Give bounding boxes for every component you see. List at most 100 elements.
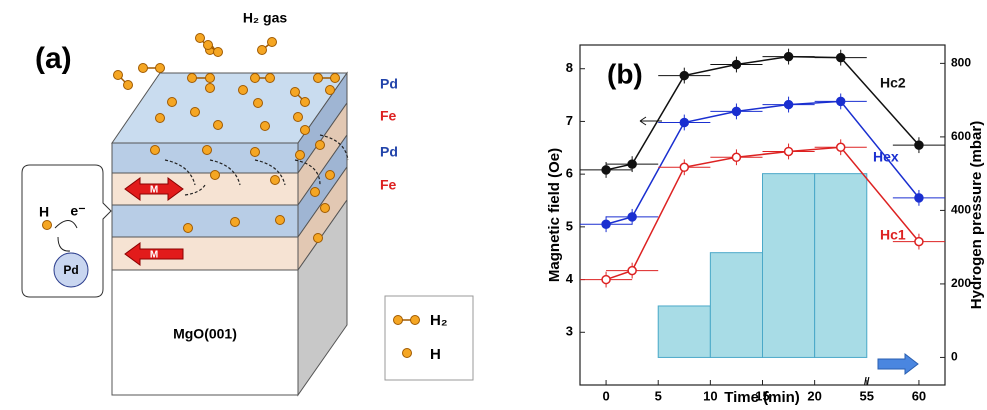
y2-tick-label: 200 [951, 276, 971, 290]
h-atom [239, 86, 248, 95]
layer-label: Pd [380, 144, 398, 160]
h-atom [291, 88, 300, 97]
data-point [680, 163, 688, 171]
y2-tick-label: 0 [951, 350, 958, 364]
h-atom [151, 146, 160, 155]
h-atom [43, 221, 52, 230]
axis-break: // [864, 377, 870, 388]
data-point [785, 101, 793, 109]
h-atom [214, 48, 223, 57]
y2-tick-label: 600 [951, 129, 971, 143]
y-axis-label: Magnetic field (Oe) [546, 148, 563, 282]
h-atom [251, 148, 260, 157]
data-point [785, 53, 793, 61]
figure: (a) H₂ gas MgO(001) M M H e⁻ Pd H₂ H Pd … [0, 0, 987, 405]
h-atom [211, 171, 220, 180]
h-atom [326, 171, 335, 180]
pressure-bar [815, 174, 867, 358]
x-tick-label: 55 [860, 388, 874, 403]
h-atom [188, 74, 197, 83]
h-atom [311, 188, 320, 197]
layer-label: Fe [380, 177, 397, 193]
h-atom [204, 41, 213, 50]
data-point [602, 220, 610, 228]
h-atom [296, 151, 305, 160]
inset-atom: H [39, 204, 49, 220]
h-atom [266, 74, 275, 83]
inset-metal: Pd [63, 263, 78, 277]
y-tick-label: 5 [566, 218, 573, 233]
axis-arrow-right [878, 354, 918, 374]
x-tick-label: 10 [703, 388, 717, 403]
h-atom [314, 234, 323, 243]
h-atom [301, 98, 310, 107]
panel-label: (a) [35, 42, 72, 75]
y-tick-label: 8 [566, 60, 573, 75]
data-point [680, 118, 688, 126]
h-atom [168, 98, 177, 107]
magnet-label: M [150, 250, 158, 261]
h-atom [254, 99, 263, 108]
data-point [628, 213, 636, 221]
h-atom [196, 34, 205, 43]
legend-label: H₂ [430, 312, 448, 329]
data-point [680, 72, 688, 80]
data-point [915, 238, 923, 246]
chart-title: (b) [607, 58, 643, 89]
data-point [628, 267, 636, 275]
h-atom [331, 74, 340, 83]
h-atom [321, 204, 330, 213]
series-label: Hc2 [880, 75, 906, 91]
h-atom [271, 176, 280, 185]
layer-label: Pd [380, 76, 398, 92]
h-atom [251, 74, 260, 83]
data-point [837, 97, 845, 105]
h-atom [258, 46, 267, 55]
inset-electron: e⁻ [70, 203, 85, 219]
data-point [732, 107, 740, 115]
h-atom [184, 224, 193, 233]
data-point [602, 276, 610, 284]
data-point [915, 141, 923, 149]
h-atom [206, 84, 215, 93]
h-atom [276, 216, 285, 225]
series-label: Hc1 [880, 227, 906, 243]
layer-label: Fe [380, 108, 397, 124]
y-tick-label: 7 [566, 113, 573, 128]
y-tick-label: 4 [566, 271, 574, 286]
h-atom [294, 113, 303, 122]
h-atom [114, 71, 123, 80]
x-tick-label: 60 [912, 388, 926, 403]
h-atom [301, 126, 310, 135]
h-atom [316, 141, 325, 150]
data-point [732, 61, 740, 69]
data-point [602, 166, 610, 174]
series-line [606, 57, 919, 170]
data-point [837, 143, 845, 151]
data-point [837, 54, 845, 62]
magnet-label: M [150, 185, 158, 196]
h-atom [156, 64, 165, 73]
y-tick-label: 6 [566, 166, 573, 181]
y2-tick-label: 800 [951, 56, 971, 70]
h-atom [124, 81, 133, 90]
h-atom [411, 316, 420, 325]
pressure-bar [710, 253, 762, 358]
gas-label: H₂ gas [243, 10, 288, 26]
h-atom [403, 349, 412, 358]
x-tick-label: 20 [807, 388, 821, 403]
data-point [915, 194, 923, 202]
legend-box [385, 296, 473, 380]
y2-tick-label: 400 [951, 203, 971, 217]
substrate-label: MgO(001) [173, 326, 237, 342]
h-atom [326, 86, 335, 95]
pressure-bar [763, 174, 815, 358]
h-atom [191, 108, 200, 117]
h-atom [206, 74, 215, 83]
data-point [732, 153, 740, 161]
data-point [785, 147, 793, 155]
h-atom [139, 64, 148, 73]
h-atom [214, 121, 223, 130]
h-atom [261, 122, 270, 131]
x-tick-label: 5 [655, 388, 662, 403]
